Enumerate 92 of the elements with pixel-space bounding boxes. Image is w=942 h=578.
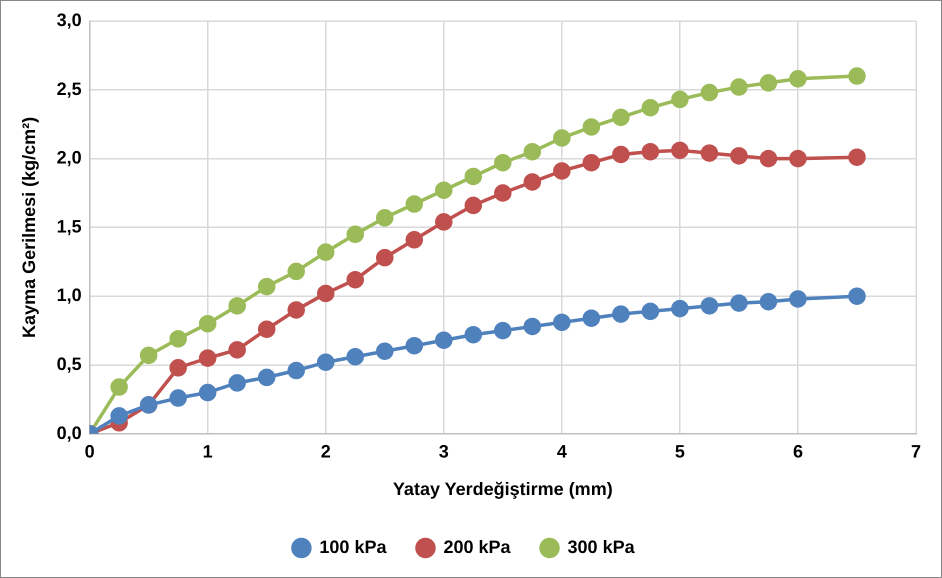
point: [494, 184, 512, 202]
point: [228, 297, 246, 315]
point: [287, 262, 305, 280]
point: [524, 318, 542, 336]
y-tick-label: 0,0: [56, 422, 82, 443]
point: [642, 302, 660, 320]
y-tick-label: 3,0: [56, 10, 82, 30]
point: [848, 148, 866, 166]
point: [316, 354, 334, 371]
legend-label: 200 kPa: [443, 536, 512, 557]
point: [671, 90, 689, 108]
point: [435, 331, 453, 349]
point: [258, 278, 276, 296]
point: [228, 374, 246, 392]
point: [582, 309, 600, 327]
point: [789, 150, 807, 168]
point: [435, 213, 453, 231]
point: [406, 195, 424, 213]
point: [671, 300, 689, 318]
point: [435, 182, 453, 199]
point: [582, 154, 600, 172]
y-tick-label: 2,5: [56, 78, 82, 99]
point: [612, 146, 630, 164]
point: [760, 292, 778, 310]
point: [553, 314, 571, 332]
point: [346, 348, 364, 366]
point: [169, 330, 187, 348]
point: [376, 342, 394, 360]
point: [642, 98, 660, 116]
point: [198, 349, 216, 367]
point: [110, 407, 128, 425]
x-tick-label: 0: [84, 442, 95, 462]
point: [760, 150, 778, 168]
point: [494, 322, 512, 340]
x-tick-label: 4: [556, 442, 567, 462]
x-axis-title: Yatay Yerdeğiştirme (mm): [392, 479, 613, 500]
point: [376, 248, 394, 266]
x-tick-label: 2: [320, 442, 331, 462]
point: [346, 270, 364, 288]
point: [789, 70, 807, 88]
y-axis-title: Kayma Gerilmesi (kg/cm²): [18, 116, 39, 338]
point: [464, 326, 482, 344]
point: [406, 231, 424, 249]
point: [553, 162, 571, 180]
point: [198, 314, 216, 332]
point: [376, 209, 394, 227]
point: [464, 196, 482, 214]
point: [406, 336, 424, 354]
point: [287, 301, 305, 319]
point: [612, 108, 630, 126]
point: [228, 341, 246, 359]
point: [730, 147, 748, 165]
x-tick-label: 6: [792, 442, 803, 462]
legend-label: 300 kPa: [568, 536, 636, 557]
point: [110, 378, 128, 396]
x-tick-label: 3: [438, 442, 449, 462]
point: [612, 305, 630, 323]
point: [642, 142, 660, 160]
point: [316, 284, 334, 302]
point: [198, 384, 216, 402]
point: [169, 359, 187, 376]
point: [700, 297, 718, 315]
y-tick-label: 0,5: [56, 354, 82, 374]
x-tick-label: 7: [910, 442, 922, 462]
point: [346, 226, 364, 244]
point: [700, 84, 718, 102]
y-tick-label: 1,0: [56, 285, 82, 306]
point: [553, 129, 571, 147]
point: [258, 320, 276, 338]
y-tick-label: 2,0: [56, 148, 82, 168]
point: [140, 346, 158, 364]
point: [258, 368, 276, 386]
point: [316, 243, 334, 261]
legend-label: 100 kPa: [319, 536, 388, 557]
point: [848, 67, 866, 85]
x-tick-label: 5: [674, 442, 685, 462]
point: [789, 290, 807, 308]
y-tick-label: 1,5: [56, 216, 82, 236]
point: [524, 142, 542, 160]
point: [169, 389, 187, 407]
point: [848, 287, 866, 305]
point: [582, 118, 600, 136]
point: [464, 168, 482, 186]
point: [760, 74, 778, 92]
point: [524, 173, 542, 191]
x-tick-label: 1: [202, 442, 213, 462]
point: [671, 142, 689, 160]
point: [730, 78, 748, 96]
point: [730, 294, 748, 312]
point: [287, 362, 305, 380]
point: [700, 144, 718, 162]
point: [494, 154, 512, 172]
